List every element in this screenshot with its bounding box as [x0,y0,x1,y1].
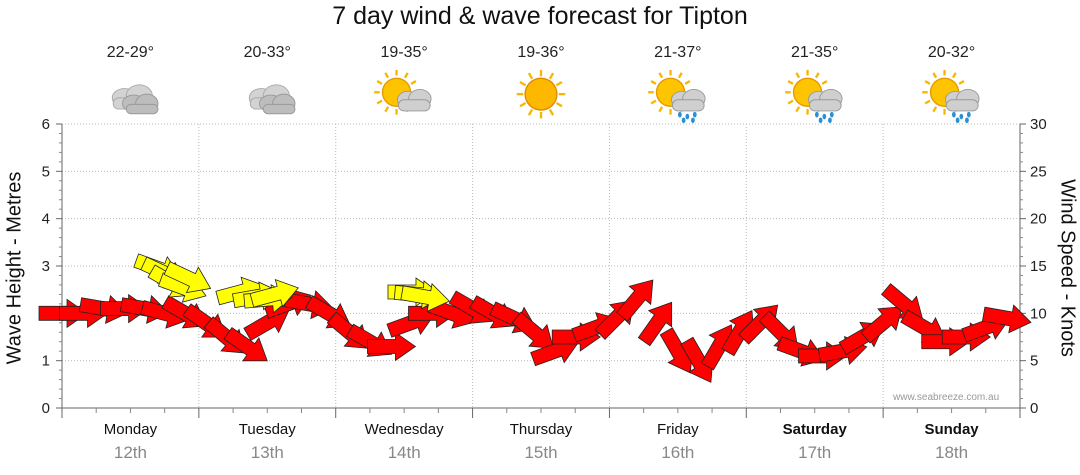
day-name: Saturday [782,421,847,438]
wind-arrow [511,311,554,349]
y-axis-left-title: Wave Height - Metres [3,171,26,365]
day-date: 16th [661,443,695,462]
wind-arrow [367,331,417,362]
wind-arrow [223,326,268,362]
watermark: www.seabreeze.com.au [893,392,1000,403]
sunny-icon [509,68,573,124]
sun-showers-icon [783,68,847,124]
y-right-tick-label: 0 [1030,400,1038,417]
chart-title: 7 day wind & wave forecast for Tipton [332,2,748,30]
day-temperature: 22-29° [106,44,155,61]
day-name: Friday [657,421,699,438]
y-left-tick-label: 5 [42,163,50,180]
y-left-tick-label: 6 [42,116,50,133]
day-temperature: 19-36° [517,44,565,61]
day-name: Tuesday [238,421,296,438]
y-right-tick-label: 5 [1030,353,1038,370]
day-name: Monday [103,421,158,438]
wind-arrow [981,304,1032,334]
y-right-tick-label: 30 [1030,116,1047,133]
day-date: 15th [524,443,558,462]
day-temperature: 20-33° [243,44,291,61]
y-right-tick-label: 25 [1030,163,1047,180]
y-right-tick-label: 15 [1030,258,1047,275]
day-date: 12th [113,443,147,462]
swell-arrow [249,278,299,308]
day-temperature: 19-35° [380,44,428,61]
wind-arrow [637,301,673,347]
wind-arrow [860,306,903,344]
day-date: 17th [798,443,832,462]
day-temperature: 21-37° [654,44,702,61]
day-date: 18th [935,443,969,462]
y-left-tick-label: 4 [42,211,50,228]
swell-arrow [163,261,212,294]
day-date: 13th [250,443,284,462]
y-axis-right-title: Wind Speed - Knots [1056,179,1079,357]
day-date: 14th [387,443,421,462]
sun-showers-icon [646,68,710,124]
day-temperature: 20-32° [927,44,976,61]
cloudy-icon [98,68,162,124]
swell-arrow [400,283,450,313]
day-name: Sunday [924,421,979,438]
y-left-tick-label: 3 [42,258,50,275]
sun-showers-icon [920,68,984,124]
y-left-tick-label: 1 [42,353,50,370]
day-name: Thursday [509,421,573,438]
day-name: Wednesday [364,421,444,438]
day-temperature: 21-35° [791,44,839,61]
y-right-tick-label: 20 [1030,211,1047,228]
cloudy-icon [235,68,299,124]
wind-arrow [616,279,654,322]
y-right-tick-label: 10 [1030,305,1047,322]
y-left-tick-label: 0 [42,400,50,417]
partly-cloudy-icon [372,68,436,124]
